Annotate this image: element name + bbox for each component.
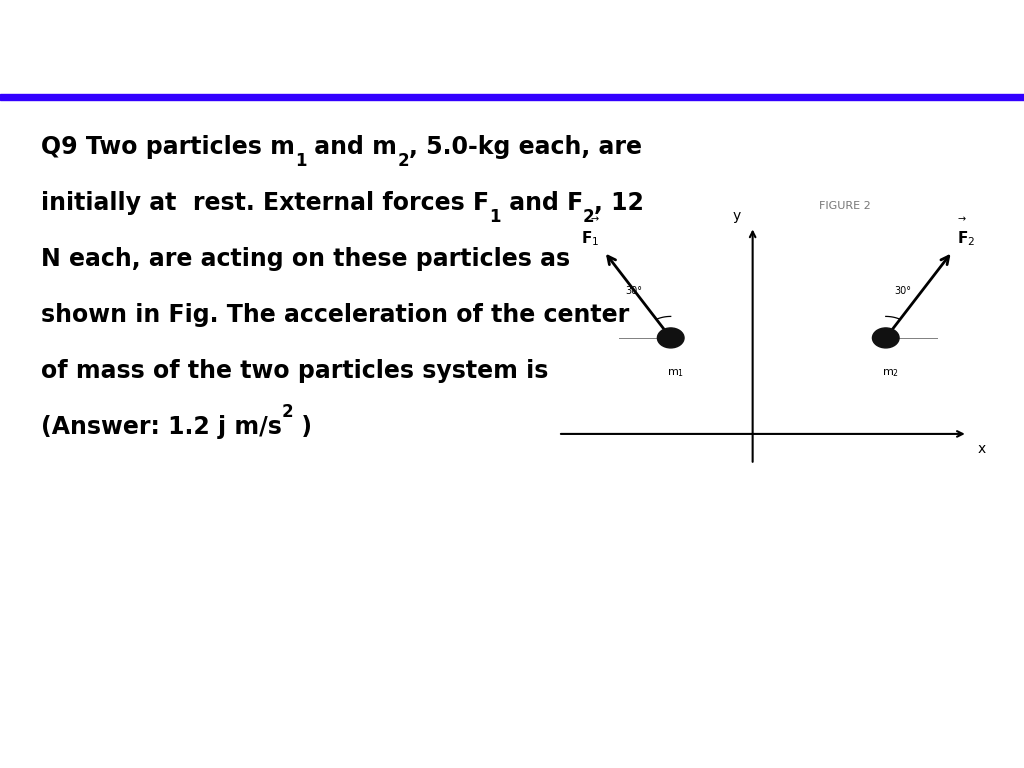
Text: (Answer: 1.2 j m/s: (Answer: 1.2 j m/s (41, 415, 282, 439)
Text: 1: 1 (295, 152, 306, 170)
Text: →: → (591, 214, 599, 224)
Text: and F: and F (501, 190, 583, 215)
Text: 30°: 30° (894, 286, 911, 296)
Text: 1: 1 (489, 208, 501, 226)
Text: 2: 2 (397, 152, 409, 170)
Circle shape (872, 328, 899, 348)
Text: 2: 2 (282, 403, 294, 421)
Text: , 12: , 12 (595, 190, 644, 215)
Text: 30°: 30° (625, 286, 642, 296)
Text: F$_2$: F$_2$ (957, 229, 976, 247)
Text: FIGURE 2: FIGURE 2 (819, 201, 870, 211)
Text: m$_2$: m$_2$ (883, 367, 899, 379)
Circle shape (657, 328, 684, 348)
Text: m$_1$: m$_1$ (668, 367, 684, 379)
Text: and m: and m (306, 134, 397, 159)
Text: F$_1$: F$_1$ (581, 229, 599, 247)
Text: y: y (732, 209, 740, 223)
Bar (0, 94, 1024, 100)
Text: →: → (957, 214, 966, 224)
Text: , 5.0-kg each, are: , 5.0-kg each, are (409, 134, 642, 159)
Text: 2: 2 (583, 208, 595, 226)
Text: shown in Fig. The acceleration of the center: shown in Fig. The acceleration of the ce… (41, 303, 629, 327)
Text: of mass of the two particles system is: of mass of the two particles system is (41, 359, 548, 383)
Text: initially at  rest. External forces F: initially at rest. External forces F (41, 190, 489, 215)
Text: ): ) (294, 415, 312, 439)
Text: Q9 Two particles m: Q9 Two particles m (41, 134, 295, 159)
Text: x: x (978, 442, 986, 455)
Text: N each, are acting on these particles as: N each, are acting on these particles as (41, 247, 570, 271)
